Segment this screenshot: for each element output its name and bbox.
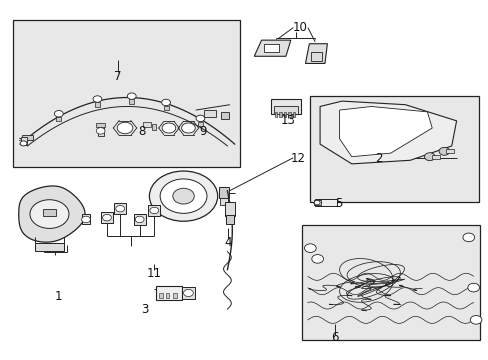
Bar: [142, 122, 151, 127]
Circle shape: [469, 316, 481, 324]
Bar: [173, 293, 177, 298]
Bar: [96, 123, 105, 127]
Text: 10: 10: [292, 21, 307, 34]
Bar: [95, 102, 100, 107]
Bar: [42, 209, 56, 216]
Text: 8: 8: [138, 125, 145, 138]
Bar: [431, 154, 439, 159]
Circle shape: [149, 171, 217, 221]
Bar: [148, 205, 160, 216]
Polygon shape: [339, 107, 431, 157]
Bar: [129, 99, 134, 104]
Circle shape: [20, 141, 27, 146]
Polygon shape: [305, 44, 327, 63]
Bar: [220, 112, 229, 120]
Circle shape: [117, 122, 133, 134]
Bar: [218, 187, 229, 198]
Text: 5: 5: [334, 197, 342, 210]
Text: 9: 9: [199, 125, 206, 138]
Bar: [134, 214, 145, 225]
Text: 1: 1: [54, 290, 62, 303]
Bar: [446, 149, 453, 153]
Bar: [264, 44, 278, 52]
Circle shape: [304, 244, 316, 252]
Bar: [20, 137, 26, 145]
Circle shape: [467, 283, 479, 292]
Circle shape: [160, 179, 206, 213]
Circle shape: [116, 206, 124, 212]
Bar: [310, 52, 321, 61]
Circle shape: [183, 289, 193, 297]
Bar: [198, 122, 203, 126]
Text: 3: 3: [141, 303, 148, 316]
Bar: [274, 112, 277, 117]
Bar: [283, 112, 285, 117]
Bar: [224, 202, 235, 216]
Circle shape: [438, 147, 449, 155]
Circle shape: [314, 201, 320, 205]
Bar: [158, 293, 162, 298]
Text: 2: 2: [374, 152, 382, 165]
Circle shape: [30, 200, 69, 228]
Circle shape: [424, 153, 434, 161]
Circle shape: [54, 111, 63, 117]
Bar: [101, 212, 113, 224]
Bar: [204, 111, 216, 117]
Text: 12: 12: [290, 152, 305, 165]
Bar: [22, 135, 33, 140]
Text: 7: 7: [114, 69, 121, 82]
Text: 13: 13: [281, 114, 295, 127]
Bar: [98, 126, 103, 136]
Circle shape: [102, 215, 111, 221]
Bar: [81, 215, 90, 225]
Bar: [163, 106, 168, 110]
Bar: [165, 293, 169, 298]
Circle shape: [162, 99, 170, 106]
Bar: [302, 225, 479, 339]
Circle shape: [81, 216, 90, 223]
Circle shape: [96, 128, 105, 134]
Circle shape: [162, 123, 175, 133]
Polygon shape: [320, 101, 456, 164]
Text: 11: 11: [146, 267, 162, 280]
Circle shape: [181, 123, 195, 133]
Bar: [152, 124, 156, 130]
Bar: [114, 203, 126, 215]
Bar: [225, 215, 233, 224]
Bar: [273, 106, 298, 114]
Circle shape: [462, 233, 474, 242]
Bar: [155, 286, 182, 300]
Bar: [313, 200, 320, 205]
Text: 4: 4: [224, 236, 232, 249]
Bar: [56, 117, 61, 121]
Circle shape: [150, 207, 158, 214]
Bar: [315, 199, 337, 206]
Polygon shape: [19, 186, 85, 242]
Bar: [271, 99, 300, 114]
Bar: [310, 96, 478, 202]
Bar: [182, 287, 194, 299]
Bar: [220, 198, 227, 205]
Text: 6: 6: [330, 331, 338, 344]
Circle shape: [93, 96, 102, 102]
Circle shape: [127, 93, 136, 99]
Bar: [279, 112, 281, 117]
Bar: [292, 112, 294, 117]
Circle shape: [135, 216, 144, 223]
Bar: [35, 243, 64, 251]
Circle shape: [196, 115, 204, 122]
Polygon shape: [254, 40, 290, 56]
Circle shape: [311, 255, 323, 263]
Bar: [13, 21, 239, 167]
Circle shape: [172, 188, 194, 204]
Bar: [287, 112, 290, 117]
